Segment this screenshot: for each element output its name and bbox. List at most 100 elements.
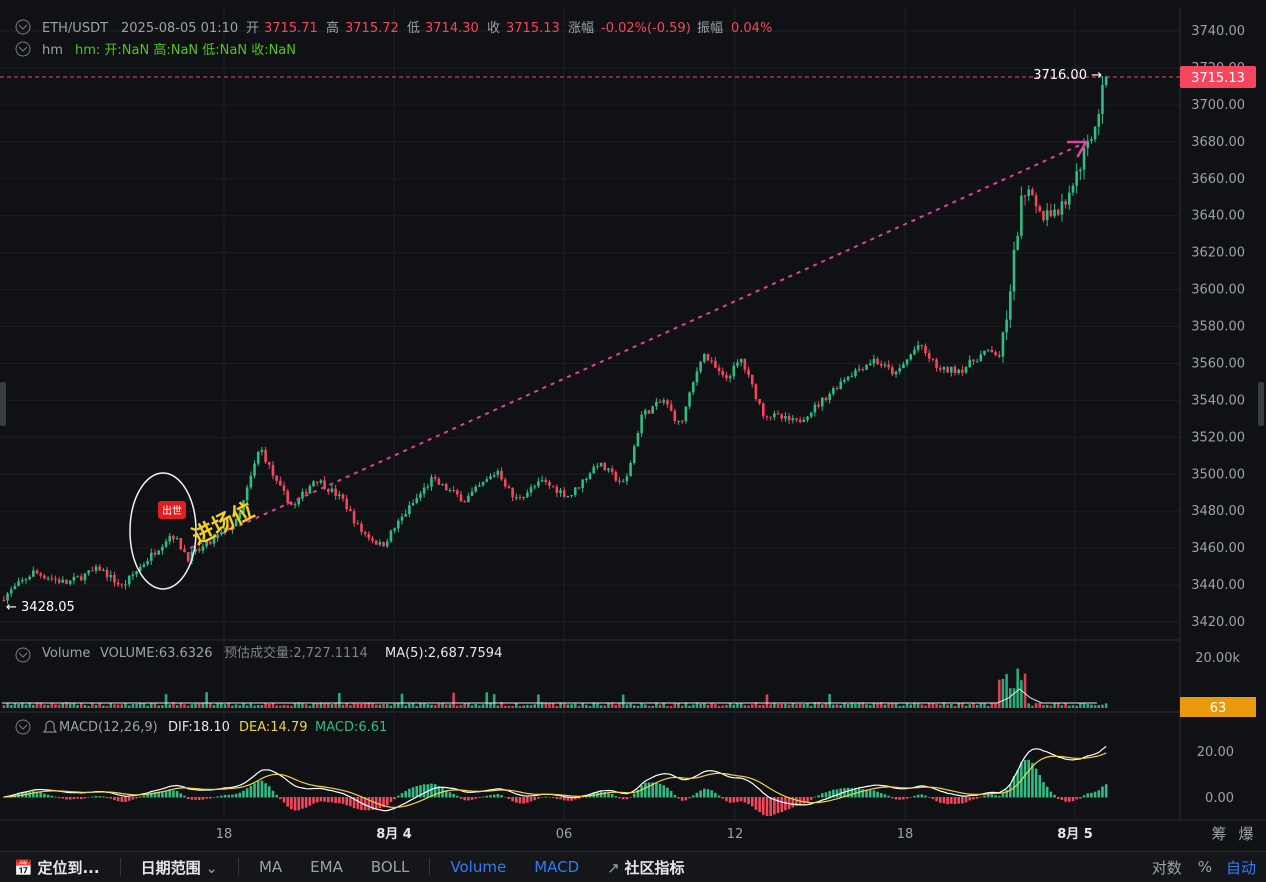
- volume-bar: [153, 703, 157, 708]
- candle-body: [124, 584, 127, 586]
- ema-button[interactable]: EMA: [310, 858, 343, 876]
- candle-body: [467, 495, 470, 503]
- macd-bar: [382, 797, 385, 808]
- volume-button[interactable]: Volume: [450, 858, 507, 876]
- macd-bar: [699, 790, 702, 798]
- volume-bar: [651, 705, 654, 708]
- svg-text:ETH/USDT 2025-08-05 01:10: ETH/USDT 2025-08-05 01:10 开 3715.71 高 37…: [42, 20, 772, 36]
- date-range-button[interactable]: 日期范围 ⌄: [127, 857, 232, 878]
- macd-bar: [238, 792, 242, 798]
- volume-bar: [887, 703, 890, 708]
- volume-bar: [972, 702, 975, 708]
- volume-bar: [175, 705, 179, 708]
- log-scale-toggle[interactable]: 对数: [1151, 858, 1182, 877]
- candle-body: [902, 364, 905, 369]
- candle-body: [522, 496, 525, 499]
- macd-bar: [540, 796, 544, 798]
- candle-body: [946, 367, 949, 373]
- collapse-icon[interactable]: [15, 647, 31, 663]
- macd-bar: [1060, 797, 1064, 800]
- liquidation-button[interactable]: 爆: [1238, 825, 1253, 843]
- percent-scale-toggle[interactable]: %: [1197, 858, 1212, 876]
- price-tick: 3680.00: [1191, 135, 1245, 150]
- candle-body: [1012, 249, 1016, 292]
- collapse-icon[interactable]: [15, 719, 31, 735]
- volume-bar: [444, 704, 448, 708]
- macd-bar: [315, 797, 319, 803]
- candle-body: [1005, 319, 1008, 333]
- volume-bar: [688, 705, 691, 708]
- ma-button[interactable]: MA: [258, 858, 283, 876]
- volume-bar: [28, 702, 31, 708]
- volume-bar: [35, 702, 39, 708]
- macd-bar: [717, 795, 721, 798]
- volume-bar: [1034, 703, 1038, 708]
- macd-bar: [153, 792, 157, 798]
- price-tick: 3460.00: [1191, 541, 1245, 556]
- candle-body: [614, 471, 618, 481]
- candle-body: [780, 414, 784, 419]
- auto-scale-toggle[interactable]: 自动: [1225, 858, 1256, 877]
- macd-bar: [301, 797, 304, 809]
- volume-bar: [489, 702, 492, 708]
- collapse-icon[interactable]: [15, 19, 31, 35]
- bell-icon[interactable]: [43, 720, 57, 733]
- macd-bar: [961, 797, 964, 804]
- divider: [119, 858, 121, 876]
- macd-bar: [260, 780, 264, 798]
- macd-bar: [164, 790, 168, 798]
- macd-button[interactable]: MACD: [534, 858, 580, 876]
- volume-bar: [537, 694, 540, 708]
- volume-bar: [699, 703, 702, 708]
- locate-button[interactable]: 📅 定位到...: [0, 857, 114, 878]
- macd-bar: [415, 786, 419, 798]
- macd-bar: [205, 797, 208, 799]
- macd-bar: [924, 795, 927, 798]
- volume-bar: [275, 705, 278, 708]
- volume-axis-top: 20.00k: [1195, 651, 1240, 666]
- macd-bar: [1009, 784, 1012, 798]
- macd-bar: [146, 794, 149, 798]
- candle-body: [1060, 201, 1064, 215]
- candle-body: [345, 498, 348, 510]
- volume-bar: [124, 703, 127, 708]
- volume-bar: [94, 704, 98, 708]
- macd-bar: [319, 797, 323, 802]
- candle-body: [806, 416, 809, 420]
- macd-bar: [776, 797, 780, 814]
- volume-bar: [636, 705, 640, 708]
- volume-bar: [585, 704, 588, 708]
- macd-bar: [644, 782, 647, 798]
- volume-bar: [850, 702, 854, 708]
- macd-bar: [762, 797, 765, 815]
- macd-value: MACD:6.61: [315, 720, 387, 735]
- volume-bar: [286, 705, 290, 708]
- volume-bar: [164, 694, 168, 708]
- candle-body: [356, 523, 360, 525]
- volume-bar: [1060, 705, 1064, 708]
- macd-bar: [1075, 797, 1078, 800]
- macd-bar: [507, 797, 511, 800]
- chip-distribution-button[interactable]: 筹: [1211, 825, 1226, 843]
- macd-bar: [304, 797, 308, 808]
- volume-bar: [868, 704, 872, 708]
- candle-body: [832, 388, 835, 394]
- time-label: 8月 5: [1057, 827, 1093, 842]
- chart-canvas[interactable]: 3740.003720.003700.003680.003660.003640.…: [0, 0, 1266, 851]
- volume-bar: [927, 703, 931, 708]
- community-indicators-button[interactable]: ↗ 社区指标: [593, 857, 698, 878]
- boll-button[interactable]: BOLL: [370, 858, 410, 876]
- candle-body: [46, 578, 50, 580]
- macd-bar: [1101, 786, 1104, 798]
- volume-bar: [238, 705, 242, 708]
- macd-bar: [172, 790, 175, 798]
- candle-body: [113, 575, 116, 583]
- volume-bar: [839, 705, 843, 708]
- macd-bar: [157, 791, 160, 798]
- left-drawer-handle[interactable]: [0, 382, 6, 426]
- collapse-icon[interactable]: [15, 41, 31, 57]
- macd-bar: [555, 797, 559, 800]
- macd-bar: [212, 797, 216, 798]
- right-drawer-handle[interactable]: [1258, 382, 1264, 426]
- volume-bar: [205, 692, 208, 708]
